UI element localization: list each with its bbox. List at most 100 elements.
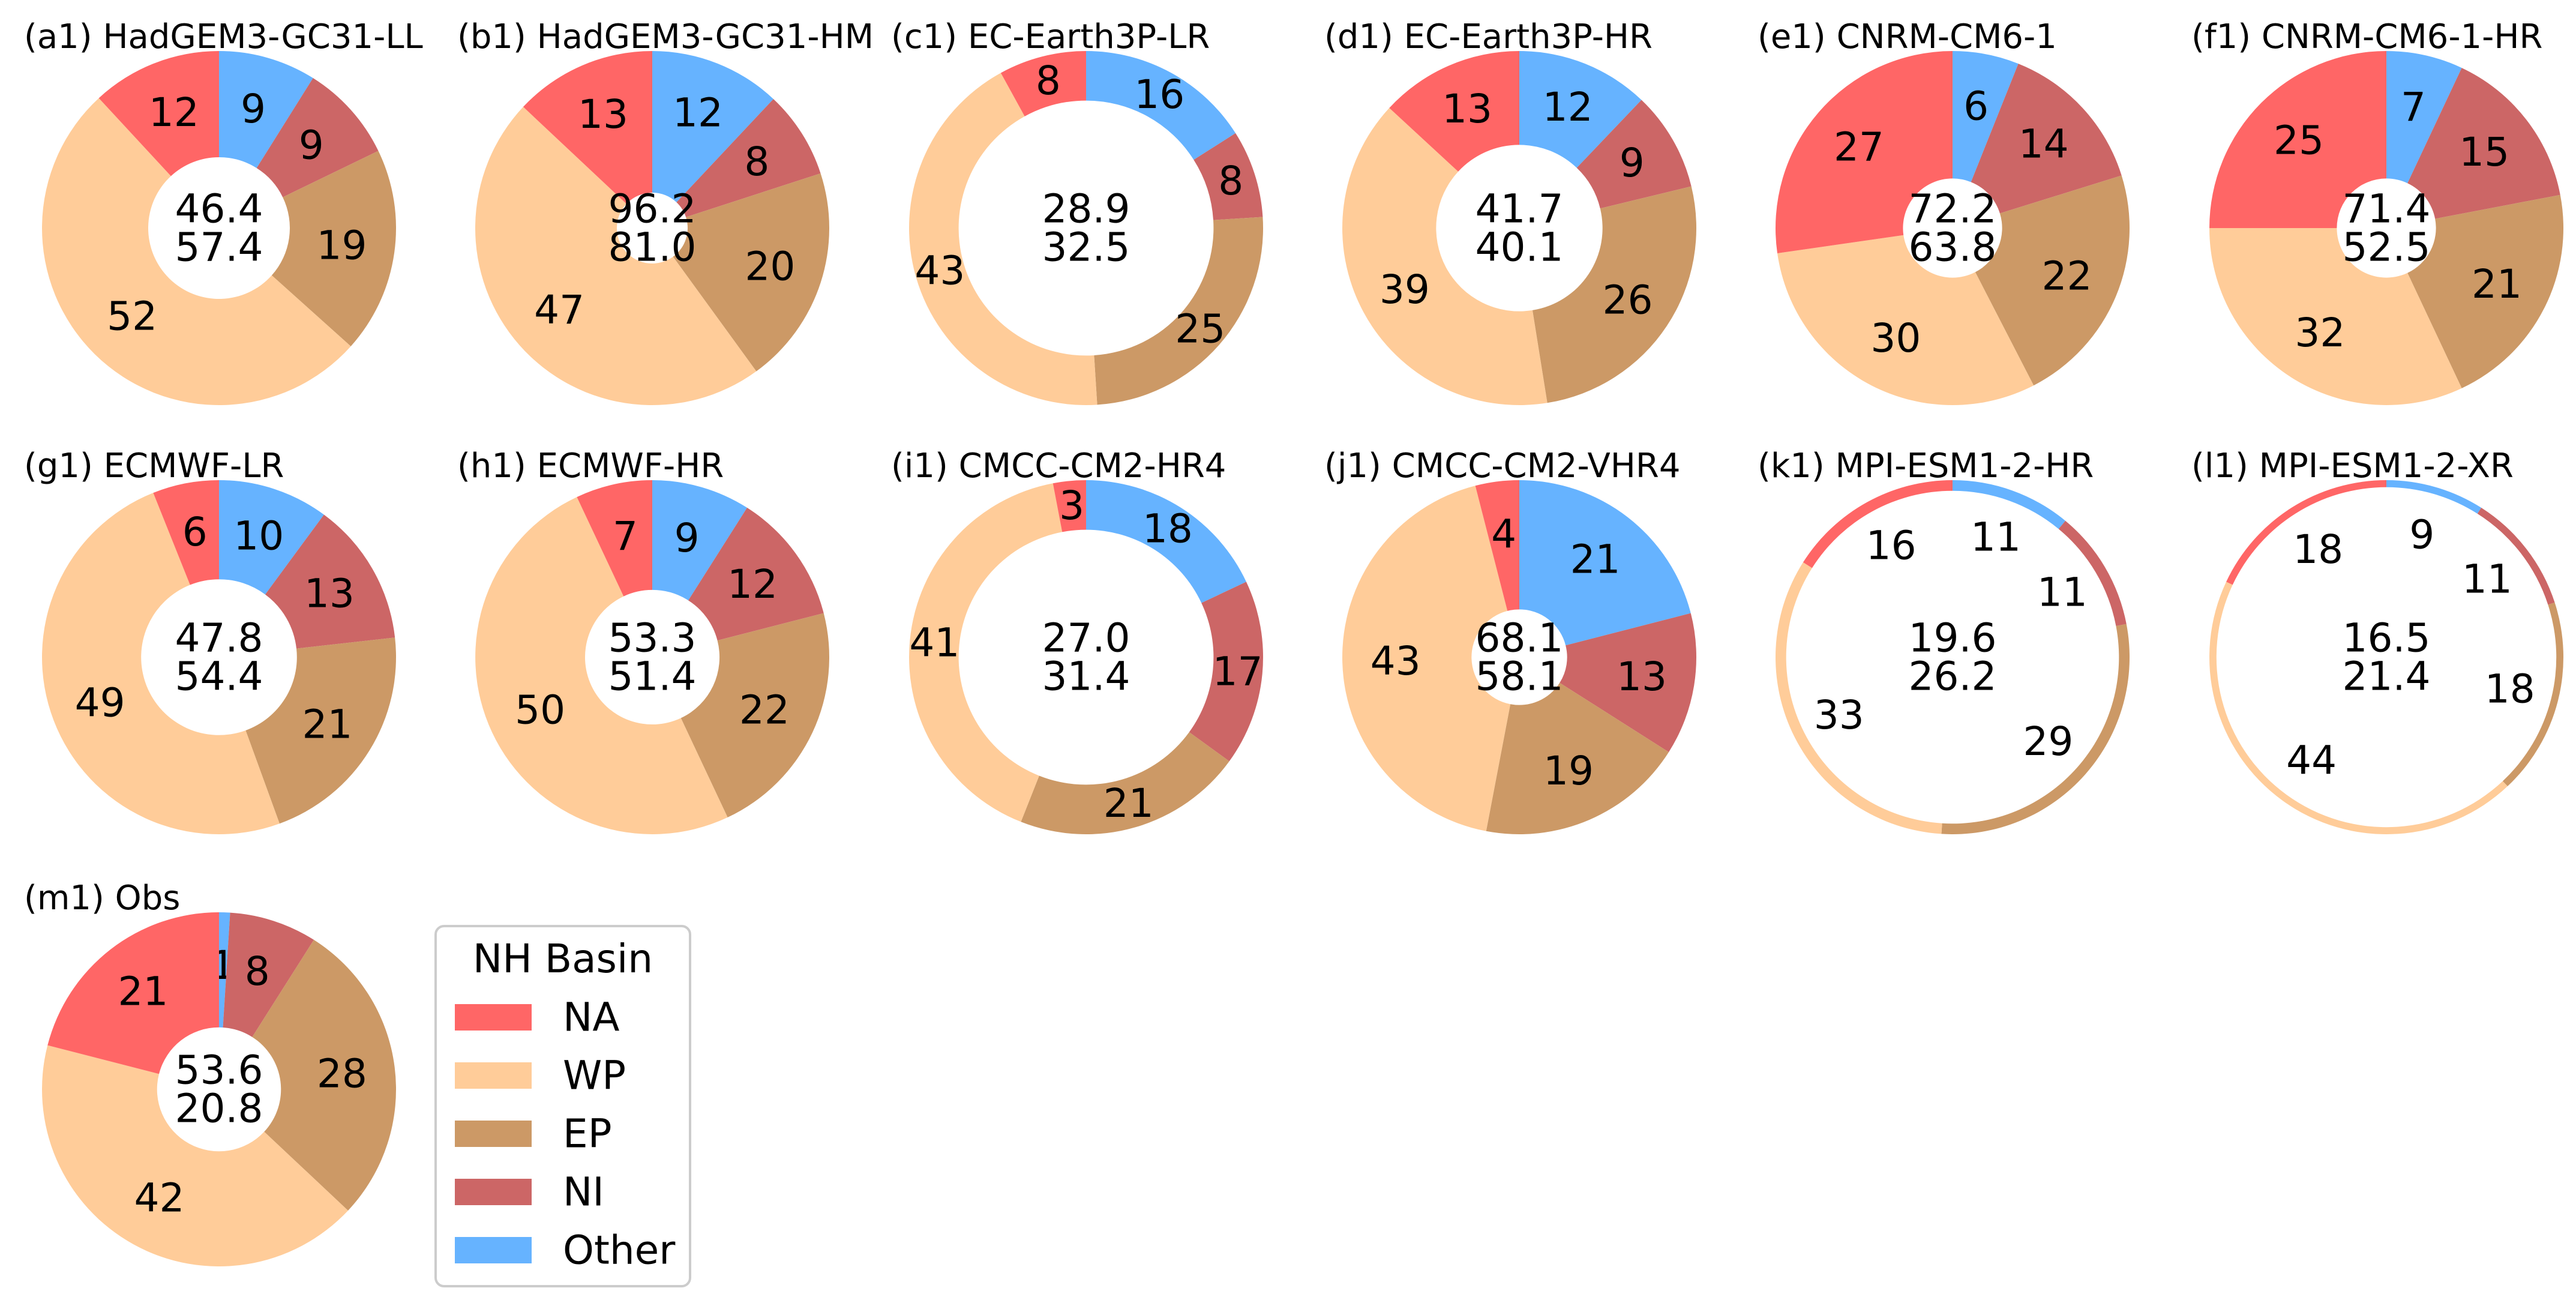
panel-title: (g1) ECMWF-LR <box>24 447 284 486</box>
pie-slice-na <box>1475 480 1519 611</box>
slice-value-label: 4 <box>1491 511 1516 558</box>
pie-slice-ni <box>676 98 821 217</box>
center-value-bottom: 21.4 <box>2343 654 2431 700</box>
slice-value-label: 6 <box>182 509 208 555</box>
slice-value-label: 10 <box>233 513 284 559</box>
pie-slice-other <box>1519 51 1642 168</box>
pie-slice-na <box>1389 51 1519 172</box>
pie-slice-other <box>219 912 230 1028</box>
pie-slice-ni <box>688 507 824 641</box>
slice-value-label: 13 <box>1617 654 1667 700</box>
pie-panel: (b1) HadGEM3-GC31-HM 12 8 20 47 13 96.281.0 <box>457 17 874 406</box>
slice-value-label: 15 <box>2459 129 2509 175</box>
slice-value-label: 25 <box>1175 305 1225 352</box>
center-value-bottom: 52.5 <box>2343 224 2431 271</box>
pie-slice-ep <box>2407 194 2563 388</box>
pie-panel: (d1) EC-Earth3P-HR 12 9 26 39 13 41.740.1 <box>1324 17 1696 405</box>
slice-value-label: 11 <box>2462 556 2512 602</box>
slice-value-label: 43 <box>1371 638 1421 684</box>
center-value-bottom: 40.1 <box>1476 224 1564 271</box>
pie-panel: (h1) ECMWF-HR 9 12 22 50 7 53.351.4 <box>457 447 829 834</box>
pie-slice-wp <box>908 73 1097 406</box>
center-value-bottom: 20.8 <box>175 1086 263 1132</box>
slice-value-label: 19 <box>1543 748 1594 794</box>
slice-value-label: 7 <box>2401 84 2426 130</box>
pie-slice-wp <box>1777 235 2034 405</box>
slice-value-label: 21 <box>2472 261 2522 307</box>
slice-value-label: 30 <box>1870 315 1921 361</box>
pie-slice-ep <box>271 151 396 346</box>
panels-layer: (a1) HadGEM3-GC31-LL9919521246.457.4(b1)… <box>24 17 2563 1266</box>
pie-slice-na <box>153 480 219 585</box>
panel-title: (h1) ECMWF-HR <box>457 447 724 486</box>
pie-slice-na <box>523 51 652 204</box>
pie-slice-na <box>47 912 219 1074</box>
panel-title: (e1) CNRM-CM6-1 <box>1758 17 2057 56</box>
slice-value-label: 18 <box>1142 505 1193 552</box>
panel-title: (m1) Obs <box>24 879 180 918</box>
center-value-top: 19.6 <box>1909 615 1997 661</box>
slice-value-label: 6 <box>1963 83 1989 130</box>
center-value-bottom: 81.0 <box>608 224 697 271</box>
pie-slice-ni <box>2477 507 2555 605</box>
pie-slice-ni <box>265 514 395 649</box>
slice-value-label: 9 <box>1620 140 1645 186</box>
center-value-top: 96.2 <box>608 186 697 232</box>
pie-slice-ep <box>1486 682 1669 834</box>
slice-value-label: 8 <box>245 948 270 995</box>
panel-title: (j1) CMCC-CM2-VHR4 <box>1324 447 1680 486</box>
pie-slice-ep <box>1094 217 1263 405</box>
pie-slice-other <box>2386 51 2462 184</box>
legend: NH Basin NA WP EP NI Other <box>434 925 691 1287</box>
slice-value-label: 17 <box>1213 648 1263 694</box>
slice-value-label: 21 <box>1570 536 1621 582</box>
slice-value-label: 12 <box>727 561 778 607</box>
slice-value-label: 7 <box>613 513 638 559</box>
pie-slice-ep <box>245 637 396 824</box>
slice-value-label: 39 <box>1380 266 1430 313</box>
pie-panel: (k1) MPI-ESM1-2-HR 11 11 29 33 16 19.626.2 <box>1758 447 2130 834</box>
slice-value-label: 8 <box>1218 158 1243 204</box>
slice-value-label: 20 <box>745 243 795 289</box>
legend-label-na: NA <box>563 995 620 1041</box>
slice-value-label: 47 <box>534 287 584 333</box>
slice-value-label: 49 <box>75 679 125 726</box>
panel-title: (l1) MPI-ESM1-2-XR <box>2191 447 2514 486</box>
pie-slice-wp <box>41 98 351 406</box>
panel-title: (i1) CMCC-CM2-HR4 <box>891 447 1226 486</box>
center-value-bottom: 57.4 <box>175 224 263 271</box>
legend-label-ep: EP <box>563 1111 612 1157</box>
center-value-top: 46.4 <box>175 186 263 232</box>
slice-value-label: 13 <box>1442 86 1492 132</box>
pie-slice-na <box>577 480 652 597</box>
slice-value-label: 22 <box>2041 253 2092 299</box>
slice-value-label: 32 <box>2295 310 2345 356</box>
slice-value-label: 43 <box>914 247 965 293</box>
pie-slice-wp <box>1342 107 1548 405</box>
pie-slice-ep <box>1975 175 2130 386</box>
pie-slice-ep <box>252 939 396 1211</box>
pie-slice-ep <box>2502 602 2563 787</box>
slice-value-label: 9 <box>241 86 266 132</box>
legend-label-other: Other <box>563 1227 676 1274</box>
pie-slice-other <box>219 51 313 169</box>
pie-slice-wp <box>475 107 757 406</box>
slice-value-label: 25 <box>2274 117 2324 163</box>
slice-value-label: 21 <box>118 968 168 1014</box>
pie-panel: (c1) EC-Earth3P-LR 16 8 25 43 8 28.932.5 <box>891 17 1263 406</box>
center-value-bottom: 63.8 <box>1909 224 1997 271</box>
slice-value-label: 11 <box>2037 569 2088 615</box>
slice-value-label: 44 <box>2286 737 2337 783</box>
slice-value-label: 18 <box>2485 666 2535 712</box>
slice-value-label: 28 <box>317 1051 367 1097</box>
pie-slice-other <box>1953 51 2019 182</box>
center-value-top: 41.7 <box>1476 186 1564 232</box>
slice-value-label: 26 <box>1603 277 1653 323</box>
panel-title: (k1) MPI-ESM1-2-HR <box>1758 447 2094 486</box>
panel-title: (f1) CNRM-CM6-1-HR <box>2191 17 2542 56</box>
slice-value-label: 52 <box>107 293 157 340</box>
legend-swatch-na <box>455 1004 532 1031</box>
legend-swatch-wp <box>455 1062 532 1089</box>
center-value-top: 16.5 <box>2343 615 2431 661</box>
